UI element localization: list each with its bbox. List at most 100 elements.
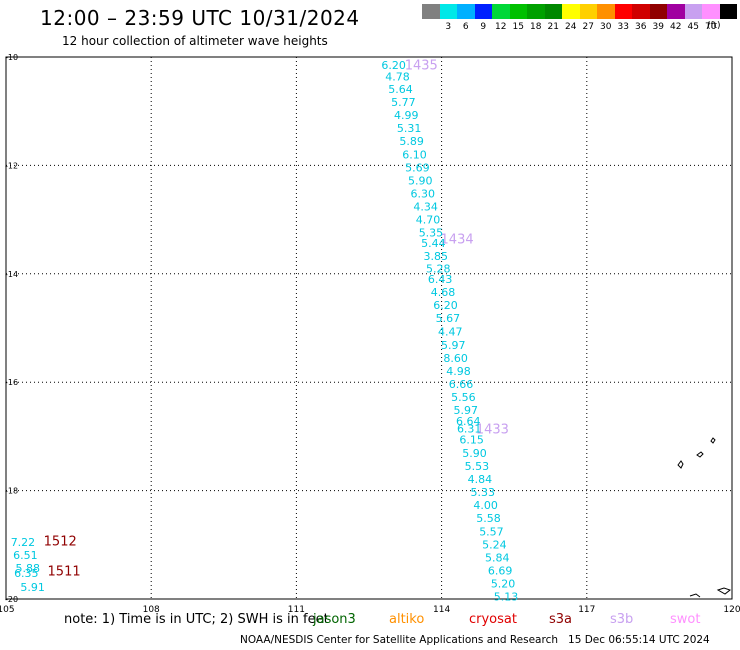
swh-value-label: 4.84 xyxy=(468,473,493,486)
swh-value-label: 5.58 xyxy=(476,512,501,525)
mission-label: s3a xyxy=(549,612,573,627)
scale-swatch xyxy=(614,4,632,19)
y-tick-label: -20 xyxy=(5,595,18,604)
scale-swatch xyxy=(562,4,580,19)
x-tick-label: 111 xyxy=(288,605,305,615)
swh-value-label: 6.64 xyxy=(456,415,481,428)
swh-value-label: 4.00 xyxy=(473,499,498,512)
scale-cell: 70 xyxy=(702,4,720,32)
scale-cell: 27 xyxy=(579,4,597,32)
island-shape xyxy=(689,593,701,598)
swh-value-label: 5.57 xyxy=(479,525,504,538)
y-tick-label: -12 xyxy=(5,161,18,170)
map-frame xyxy=(5,56,733,600)
scale-label: 18 xyxy=(530,22,542,32)
coastline xyxy=(677,437,732,598)
scale-swatch xyxy=(509,4,527,19)
swh-value-label: 6.43 xyxy=(428,273,453,286)
page-title: 12:00 – 23:59 UTC 10/31/2024 xyxy=(40,6,360,30)
map-grid xyxy=(6,57,732,599)
scale-cell: 3 xyxy=(439,4,457,32)
scale-label: 36 xyxy=(635,22,647,32)
mission-label: swot xyxy=(670,612,701,627)
scale-swatch xyxy=(579,4,597,19)
scale-cell: 33 xyxy=(614,4,632,32)
scale-swatch xyxy=(719,4,737,19)
swh-value-label: 5.84 xyxy=(485,551,510,564)
swh-value-label: 5.67 xyxy=(436,312,461,325)
swh-value-label: 4.68 xyxy=(431,286,456,299)
scale-cell xyxy=(719,4,737,32)
swh-value-label: 5.20 xyxy=(491,577,516,590)
scale-swatch xyxy=(527,4,545,19)
swh-value-label: 5.33 xyxy=(470,486,495,499)
scale-unit: (ft) xyxy=(707,21,721,31)
mission-label: altiko xyxy=(389,612,425,627)
pass-labels: 1435 1434 1433 1512 1511 xyxy=(44,59,509,580)
swh-value-label: 6.10 xyxy=(402,149,427,162)
mission-label: jason3 xyxy=(313,612,356,627)
y-tick-label: -10 xyxy=(5,53,18,62)
scale-swatch xyxy=(492,4,510,19)
swh-value-label: 5.97 xyxy=(441,339,466,352)
swh-value-label: 5.90 xyxy=(462,447,487,460)
scale-cell: 39 xyxy=(649,4,667,32)
x-tick-label: 105 xyxy=(0,605,15,615)
page-subtitle: 12 hour collection of altimeter wave hei… xyxy=(62,34,328,48)
scale-label: 45 xyxy=(687,22,699,32)
pass-number-label: 1511 xyxy=(48,564,81,579)
swh-value-label: 5.64 xyxy=(388,83,413,96)
scale-label: 70 xyxy=(705,22,717,32)
pass-number-label: 1512 xyxy=(44,534,77,549)
swh-value-label: 5.35 xyxy=(419,227,444,240)
swh-value-label: 7.22 xyxy=(11,536,36,549)
island-shape xyxy=(710,437,716,444)
scale-label: 24 xyxy=(565,22,577,32)
timestamp-text: 15 Dec 06:55:14 UTC 2024 xyxy=(568,634,710,646)
swh-value-label: 5.77 xyxy=(391,96,416,109)
color-scale-legend: 3 6 9 12 15 18 21 24 27 30 33 36 39 42 45 70 xyxy=(422,4,737,32)
swh-value-label: 5.13 xyxy=(494,590,519,603)
swh-value-label: 5.31 xyxy=(397,122,422,135)
swh-value-label: 5.56 xyxy=(451,391,476,404)
swh-value-label: 5.44 xyxy=(421,237,446,250)
axis-ticks: 105 108 111 114 117 120 -10 -12 -14 -16 -18 -20 xyxy=(0,53,740,615)
scale-label: 33 xyxy=(617,22,629,32)
scale-swatch xyxy=(649,4,667,19)
swh-value-label: 6.20 xyxy=(381,59,406,72)
scale-label: 6 xyxy=(462,22,469,32)
swh-value-label: 4.99 xyxy=(394,109,419,122)
scale-cell: 18 xyxy=(527,4,545,32)
scale-cell: 6 xyxy=(457,4,475,32)
scale-label: 27 xyxy=(582,22,594,32)
scale-cell: 30 xyxy=(597,4,615,32)
swh-value-label: 6.51 xyxy=(13,549,38,562)
scale-label: 21 xyxy=(547,22,559,32)
swh-values: 6.204.785.645.774.995.315.896.105.695.90… xyxy=(11,59,519,603)
footnote: note: 1) Time is in UTC; 2) SWH is in fe… xyxy=(64,612,329,627)
swh-value-label: 6.69 xyxy=(488,564,513,577)
swh-value-label: 4.98 xyxy=(446,365,471,378)
scale-swatch xyxy=(457,4,475,19)
island-shape xyxy=(696,451,704,458)
pass-number-label: 1435 xyxy=(405,59,438,74)
swh-value-label: 4.70 xyxy=(416,214,441,227)
scale-cell: 9 xyxy=(474,4,492,32)
pass-number-label: 1433 xyxy=(476,422,509,437)
swh-value-label: 5.69 xyxy=(405,162,430,175)
scale-label: 3 xyxy=(445,22,452,32)
scale-label: 9 xyxy=(480,22,487,32)
scale-cell xyxy=(422,4,440,32)
scale-label: 12 xyxy=(495,22,507,32)
mission-label: s3b xyxy=(610,612,634,627)
pass-number-label: 1434 xyxy=(441,233,474,248)
swh-value-label: 3.85 xyxy=(424,250,449,263)
swh-value-label: 4.47 xyxy=(438,325,463,338)
swh-value-label: 5.91 xyxy=(20,581,45,594)
scale-swatch xyxy=(597,4,615,19)
scale-swatch xyxy=(439,4,457,19)
y-tick-label: -14 xyxy=(5,270,18,279)
swh-value-label: 6.15 xyxy=(459,434,484,447)
swh-value-label: 4.34 xyxy=(413,201,438,214)
